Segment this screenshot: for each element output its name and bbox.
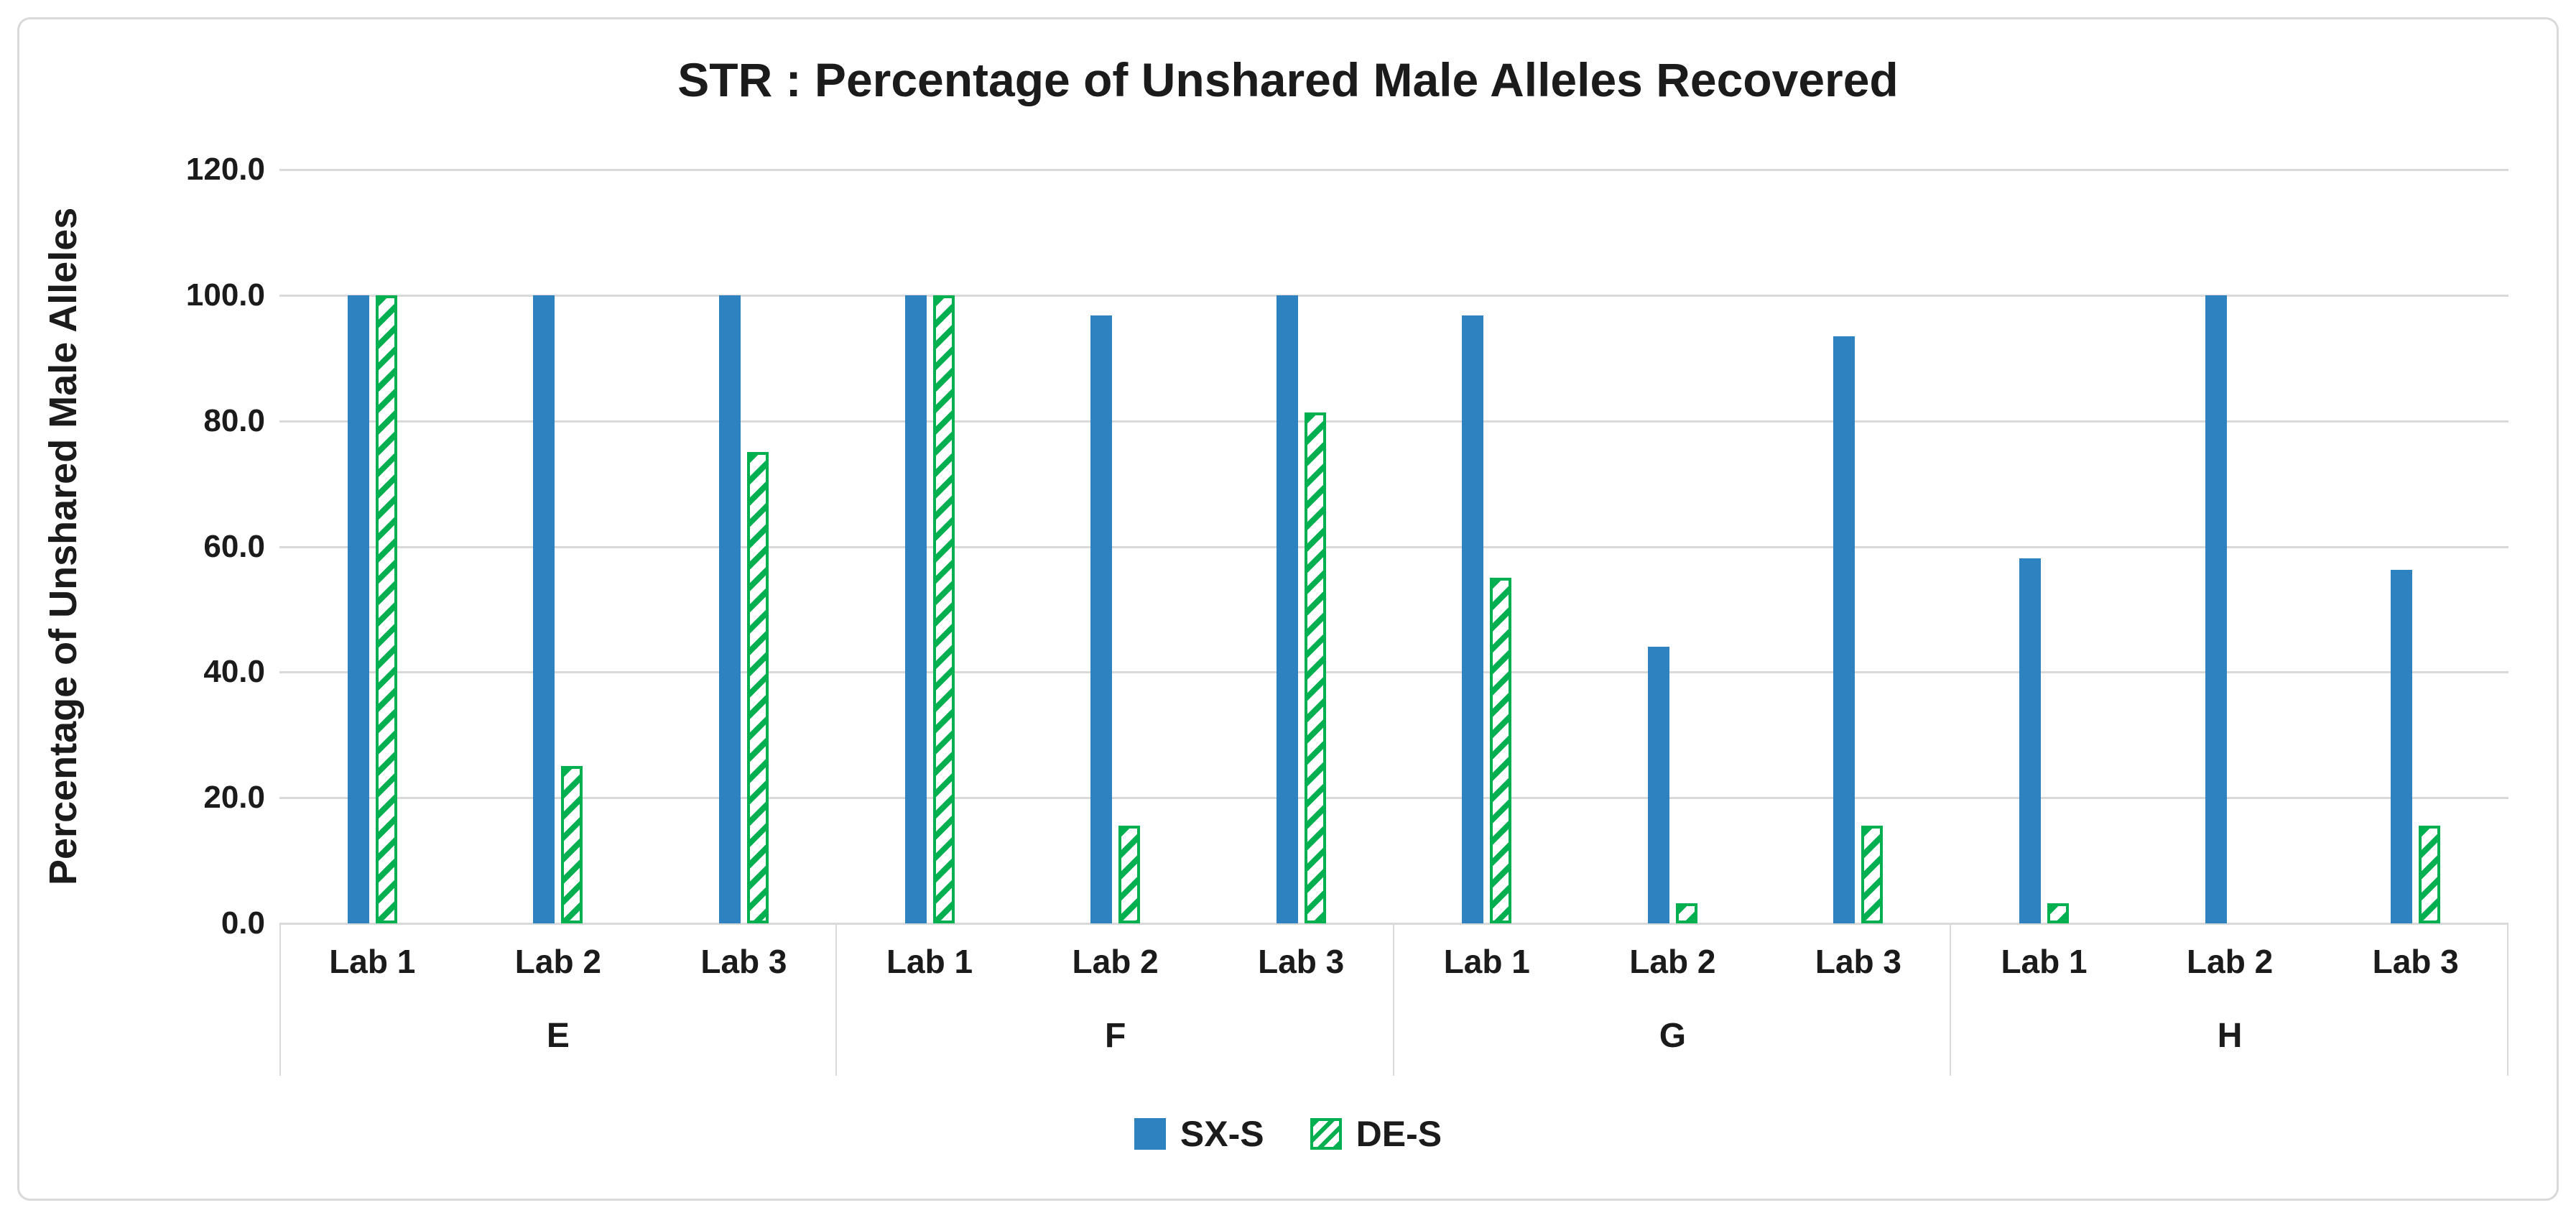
bar-cell-f-lab1 xyxy=(837,170,1023,923)
bar-cell-f-lab2 xyxy=(1022,170,1208,923)
group-label-row: E F G H xyxy=(279,1000,2508,1071)
y-axis-title: Percentage of Unshared Male Alleles xyxy=(42,207,85,886)
bar-sx-s-e-lab3 xyxy=(718,295,741,923)
lab-label-row: Lab 1 Lab 2 Lab 3 Lab 1 Lab 2 Lab 3 Lab 1 Lab 2… xyxy=(279,923,2508,1000)
bar-cell-g-lab1 xyxy=(1394,170,1580,923)
legend-label-de-s: DE-S xyxy=(1356,1114,1442,1154)
gridline-120.0 xyxy=(279,169,2508,171)
bar-de-s-e-lab3 xyxy=(746,452,769,923)
bar-sx-s-f-lab2 xyxy=(1090,315,1113,923)
x-label-g-lab2: Lab 2 xyxy=(1629,943,1716,980)
x-label-f-lab2: Lab 2 xyxy=(1072,943,1159,980)
legend-swatch-sx-s xyxy=(1134,1118,1166,1150)
lab-label-section-f: Lab 1 Lab 2 Lab 3 xyxy=(837,923,1394,1000)
y-tick-label: 80.0 xyxy=(203,402,265,438)
bar-cell-e-lab1 xyxy=(279,170,465,923)
bar-cell-e-lab3 xyxy=(651,170,837,923)
gridline-100.0 xyxy=(279,294,2508,297)
bar-de-s-g-lab1 xyxy=(1490,578,1512,923)
y-tick-label: 60.0 xyxy=(203,528,265,564)
x-axis-label-area: Lab 1 Lab 2 Lab 3 Lab 1 Lab 2 Lab 3 Lab 1 Lab 2… xyxy=(279,923,2508,1076)
bar-sx-s-e-lab1 xyxy=(347,295,369,923)
x-label-e-lab2: Lab 2 xyxy=(514,943,601,980)
group-separator xyxy=(835,923,837,1076)
bar-de-s-g-lab3 xyxy=(1861,825,1884,923)
x-label-g-lab3: Lab 3 xyxy=(1815,943,1902,980)
bar-sx-s-g-lab3 xyxy=(1833,336,1855,923)
x-label-f-lab3: Lab 3 xyxy=(1258,943,1345,980)
bar-sx-s-g-lab2 xyxy=(1647,647,1669,923)
group-label-f: F xyxy=(1104,1016,1126,1055)
y-tick-label: 40.0 xyxy=(203,654,265,690)
bar-cell-g-lab3 xyxy=(1766,170,1952,923)
y-tick-label: 100.0 xyxy=(185,277,265,313)
bar-sx-s-f-lab3 xyxy=(1276,295,1298,923)
chart-title: STR : Percentage of Unshared Male Allele… xyxy=(677,53,1899,106)
bar-de-s-f-lab2 xyxy=(1118,825,1141,923)
legend-label-sx-s: SX-S xyxy=(1180,1114,1264,1154)
bar-sx-s-h-lab1 xyxy=(2019,558,2042,923)
gridline-60.0 xyxy=(279,545,2508,548)
y-tick-label: 0.0 xyxy=(221,905,265,941)
y-tick-label: 20.0 xyxy=(203,780,265,816)
bar-de-s-f-lab3 xyxy=(1304,412,1326,923)
y-tick-label: 120.0 xyxy=(185,152,265,187)
chart-figure: STR : Percentage of Unshared Male Allele… xyxy=(17,17,2559,1201)
bar-de-s-g-lab2 xyxy=(1675,903,1697,923)
bars-layer xyxy=(279,170,2508,923)
group-label-h: H xyxy=(2217,1016,2243,1055)
bar-cell-h-lab3 xyxy=(2322,170,2508,923)
bar-cell-h-lab1 xyxy=(1951,170,2137,923)
bar-cell-e-lab2 xyxy=(465,170,652,923)
y-axis-tick-labels: 120.0 100.0 80.0 60.0 40.0 20.0 0.0 xyxy=(98,154,265,939)
x-label-g-lab1: Lab 1 xyxy=(1443,943,1530,980)
group-separator xyxy=(279,923,281,1076)
bar-de-s-f-lab1 xyxy=(932,295,955,923)
x-label-h-lab3: Lab 3 xyxy=(2372,943,2459,980)
bar-group-h xyxy=(1951,170,2508,923)
x-label-e-lab3: Lab 3 xyxy=(700,943,787,980)
x-label-f-lab1: Lab 1 xyxy=(886,943,973,980)
legend-item-sx-s: SX-S xyxy=(1134,1116,1264,1152)
gridline-0.0 xyxy=(279,923,2508,925)
gridline-80.0 xyxy=(279,420,2508,423)
bar-de-s-e-lab1 xyxy=(375,295,397,923)
bar-sx-s-h-lab2 xyxy=(2205,295,2227,923)
x-label-h-lab2: Lab 2 xyxy=(2187,943,2274,980)
gridline-20.0 xyxy=(279,797,2508,800)
group-label-g: G xyxy=(1659,1016,1687,1055)
x-label-e-lab1: Lab 1 xyxy=(329,943,416,980)
group-separator xyxy=(2507,923,2508,1076)
lab-label-section-h: Lab 1 Lab 2 Lab 3 xyxy=(1951,923,2508,1000)
bar-sx-s-g-lab1 xyxy=(1462,315,1484,923)
bar-group-e xyxy=(279,170,837,923)
lab-label-section-g: Lab 1 Lab 2 Lab 3 xyxy=(1394,923,1952,1000)
bar-sx-s-f-lab1 xyxy=(904,295,927,923)
bar-cell-g-lab2 xyxy=(1580,170,1766,923)
bar-sx-s-h-lab3 xyxy=(2391,569,2413,923)
legend-swatch-de-s xyxy=(1310,1118,1342,1150)
lab-label-section-e: Lab 1 Lab 2 Lab 3 xyxy=(279,923,837,1000)
bar-de-s-e-lab2 xyxy=(561,766,583,923)
legend: SX-S DE-S xyxy=(19,1116,2557,1152)
gridline-40.0 xyxy=(279,671,2508,674)
bar-group-f xyxy=(837,170,1394,923)
group-separator xyxy=(1392,923,1394,1076)
bar-cell-h-lab2 xyxy=(2137,170,2323,923)
bar-cell-f-lab3 xyxy=(1208,170,1394,923)
group-label-e: E xyxy=(546,1016,570,1055)
group-separator xyxy=(1950,923,1952,1076)
bar-de-s-h-lab3 xyxy=(2419,825,2441,923)
legend-item-de-s: DE-S xyxy=(1310,1116,1442,1152)
bar-group-g xyxy=(1394,170,1952,923)
bar-sx-s-e-lab2 xyxy=(533,295,555,923)
x-label-h-lab1: Lab 1 xyxy=(2001,943,2088,980)
plot-area xyxy=(279,169,2508,925)
bar-de-s-h-lab1 xyxy=(2047,903,2070,923)
